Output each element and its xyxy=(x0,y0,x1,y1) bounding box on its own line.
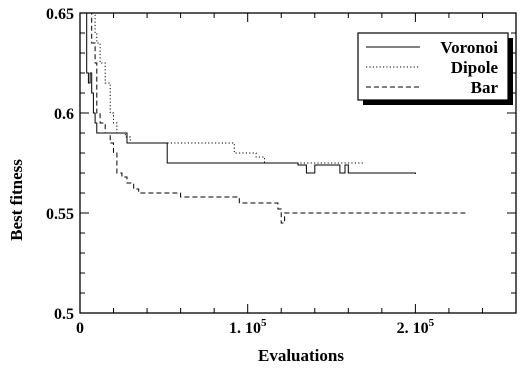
x-axis-label: Evaluations xyxy=(258,346,344,365)
series-layer xyxy=(85,13,466,224)
x-tick-exponent: 5 xyxy=(429,317,435,329)
tick-labels: 0 1. 105 2. 105 0.5 0.55 0.6 0.65 xyxy=(46,6,435,337)
legend-label: Dipole xyxy=(451,58,499,77)
series-line-bar xyxy=(88,13,466,224)
legend-label: Bar xyxy=(471,78,499,97)
y-tick-label: 0.6 xyxy=(54,106,74,123)
x-tick-label: 0 xyxy=(76,320,84,337)
series-line-voronoi xyxy=(85,13,416,174)
legend-label: Voronoi xyxy=(440,38,498,57)
series-line-dipole xyxy=(93,13,366,164)
x-tick-label: 2. 105 xyxy=(397,317,435,337)
plot-border xyxy=(79,12,517,314)
y-tick-label: 0.65 xyxy=(46,6,74,23)
y-axis-label: Best fitness xyxy=(7,159,26,241)
y-tick-label: 0.5 xyxy=(54,306,74,323)
plot-frame xyxy=(79,12,517,314)
axis-ticks xyxy=(79,12,517,314)
x-tick-exponent: 5 xyxy=(261,317,267,329)
y-tick-label: 0.55 xyxy=(46,206,74,223)
x-tick-label: 1. 105 xyxy=(229,317,267,337)
